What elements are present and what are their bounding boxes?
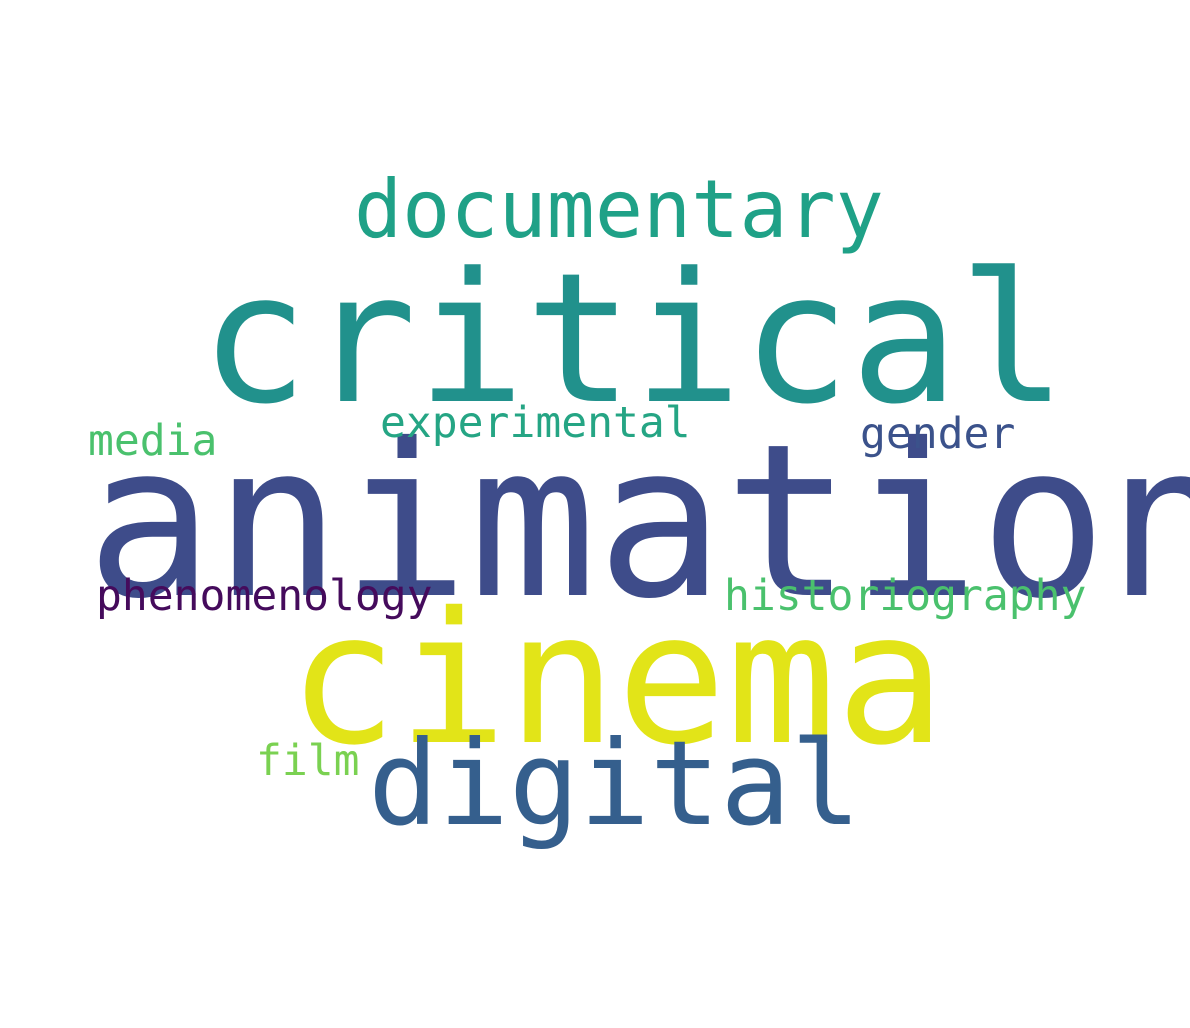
word-film: film	[256, 736, 360, 786]
word-cinema: cinema	[288, 573, 946, 785]
word-experimental: experimental	[380, 398, 691, 448]
word-gender: gender	[860, 409, 1016, 459]
word-media: media	[88, 416, 218, 466]
word-digital: digital	[368, 715, 862, 852]
word-animation: animation	[86, 398, 1190, 645]
word-critical: critical	[200, 235, 1067, 444]
word-historiography: historiography	[724, 571, 1087, 621]
word-phenomenology: phenomenology	[96, 571, 433, 621]
word-documentary: documentary	[354, 163, 884, 256]
